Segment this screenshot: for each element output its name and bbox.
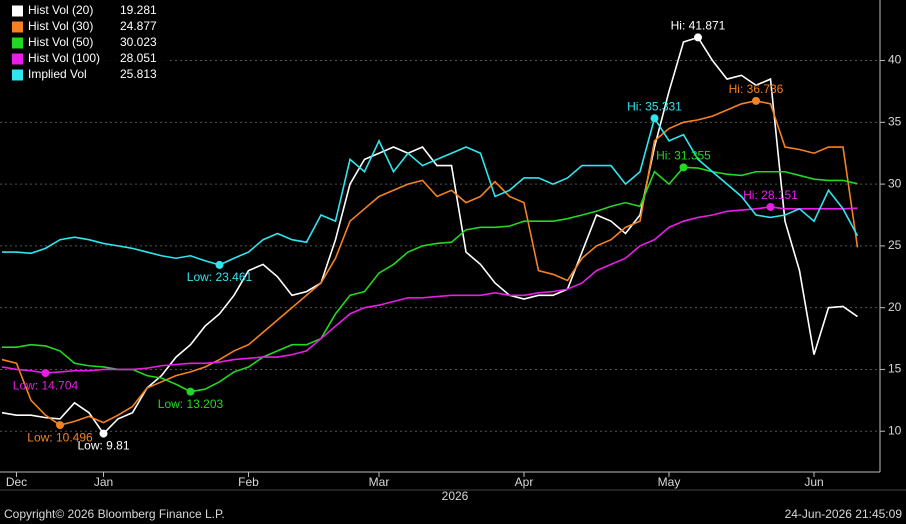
y-tick-label: 15 — [888, 362, 902, 376]
extreme-marker — [41, 369, 50, 378]
legend-swatch — [12, 21, 23, 33]
extreme-marker — [766, 202, 775, 211]
series-line — [1, 100, 859, 426]
extreme-label: Hi: 35.331 — [627, 99, 682, 113]
footer-copyright: Copyright© 2026 Bloomberg Finance L.P. — [4, 507, 225, 521]
extreme-marker — [99, 429, 108, 438]
extreme-marker — [56, 421, 64, 430]
legend-name: Hist Vol (50) — [28, 35, 93, 49]
extreme-label: Low: 9.81 — [77, 439, 129, 453]
y-tick-label: 40 — [888, 53, 902, 67]
legend-name: Implied Vol — [28, 67, 87, 81]
x-tick-label: Jan — [94, 475, 113, 489]
legend-value: 28.051 — [120, 51, 157, 65]
extreme-marker — [650, 114, 659, 123]
series-line — [2, 166, 858, 393]
extreme-label: Hi: 36.736 — [729, 82, 784, 96]
footer-timestamp: 24-Jun-2026 21:45:09 — [785, 507, 903, 521]
extreme-label: Hi: 28.151 — [743, 188, 798, 202]
x-tick-label: May — [658, 475, 681, 489]
legend-value: 25.813 — [120, 67, 157, 81]
legend-swatch — [12, 37, 23, 49]
legend-swatch — [12, 53, 23, 65]
x-tick-label: Feb — [238, 475, 259, 489]
y-tick-label: 10 — [888, 423, 902, 437]
legend-value: 24.877 — [120, 19, 157, 33]
legend-name: Hist Vol (100) — [28, 51, 100, 65]
legend-name: Hist Vol (30) — [28, 19, 93, 33]
extreme-label: Low: 14.704 — [13, 378, 79, 392]
y-tick-label: 35 — [888, 114, 902, 128]
x-tick-label: Jun — [804, 475, 823, 489]
extreme-label: Low: 10.496 — [27, 430, 93, 444]
extreme-marker — [694, 33, 702, 42]
extreme-marker — [186, 387, 195, 396]
y-tick-label: 20 — [888, 300, 902, 314]
y-tick-label: 25 — [888, 238, 902, 252]
x-tick-label: Mar — [369, 475, 390, 489]
x-tick-label: Dec — [6, 475, 27, 489]
legend-name: Hist Vol (20) — [28, 3, 93, 17]
extreme-marker — [752, 96, 760, 105]
extreme-label: Low: 23.461 — [187, 270, 253, 284]
year-label: 2026 — [442, 489, 469, 503]
extreme-marker — [215, 260, 224, 269]
series-line — [2, 116, 859, 266]
legend-box — [0, 0, 168, 92]
series-line — [1, 206, 858, 374]
extreme-marker — [679, 163, 688, 172]
y-tick-label: 30 — [888, 176, 902, 190]
legend-value: 30.023 — [120, 35, 157, 49]
extreme-label: Low: 13.203 — [158, 397, 224, 411]
legend-swatch — [12, 69, 23, 81]
legend: Hist Vol (20) 19.281 Hist Vol (30) 24.877 Hi… — [0, 0, 168, 92]
legend-value: 19.281 — [120, 3, 157, 17]
extreme-label: Hi: 31.355 — [656, 149, 711, 163]
legend-swatch — [12, 5, 23, 17]
extreme-label: Hi: 41.871 — [671, 19, 726, 33]
x-tick-label: Apr — [515, 475, 534, 489]
